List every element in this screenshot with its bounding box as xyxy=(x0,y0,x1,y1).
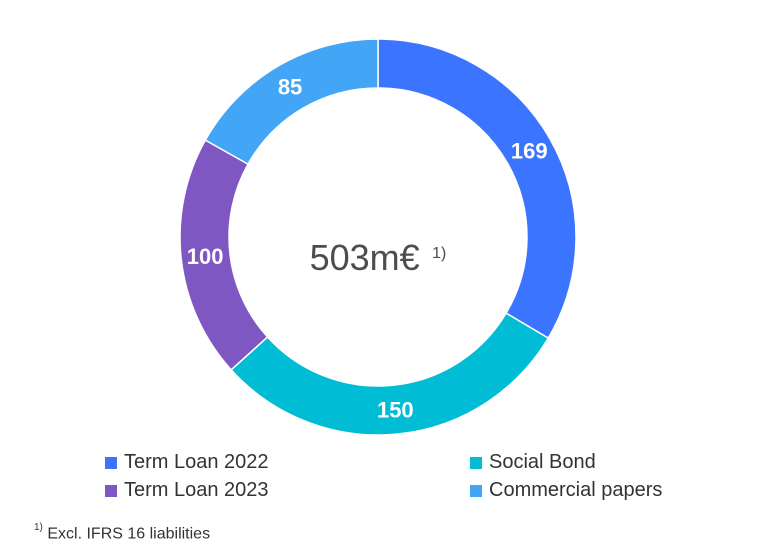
slice-value-label: 85 xyxy=(278,74,302,99)
footnote-text: Excl. IFRS 16 liabilities xyxy=(47,525,211,543)
slice-value-label: 100 xyxy=(187,244,224,269)
legend-swatch xyxy=(470,484,482,497)
legend-label: Social Bond xyxy=(489,451,596,473)
footnote: 1) Excl. IFRS 16 liabilities xyxy=(34,522,211,543)
footnote-ref: 1) xyxy=(34,522,43,533)
legend-swatch xyxy=(105,456,117,469)
legend-swatch xyxy=(470,456,482,469)
legend-label: Term Loan 2023 xyxy=(124,479,269,501)
legend-swatch xyxy=(105,484,117,497)
legend-item-social-bond: Social Bond xyxy=(470,451,596,474)
legend-item-term-loan-2022: Term Loan 2022 xyxy=(105,451,269,474)
slice-labels: 169 150 100 85 xyxy=(187,74,548,422)
legend-item-commercial-papers: Commercial papers xyxy=(470,479,662,502)
legend-item-term-loan-2023: Term Loan 2023 xyxy=(105,479,269,502)
legend-label: Term Loan 2022 xyxy=(124,451,269,473)
center-total: 503m€ 1) xyxy=(310,237,447,278)
slice-value-label: 150 xyxy=(377,398,414,423)
donut-slice-commercial-papers xyxy=(204,38,379,166)
center-footnote-ref: 1) xyxy=(432,245,446,262)
center-total-value: 503m€ xyxy=(310,237,420,278)
donut-chart: 169 150 100 85 503m€ 1) xyxy=(179,38,577,436)
donut-slice-term-loan-2022 xyxy=(377,38,577,340)
donut-slices xyxy=(179,38,577,436)
slice-value-label: 169 xyxy=(511,138,548,163)
legend-label: Commercial papers xyxy=(489,479,663,501)
